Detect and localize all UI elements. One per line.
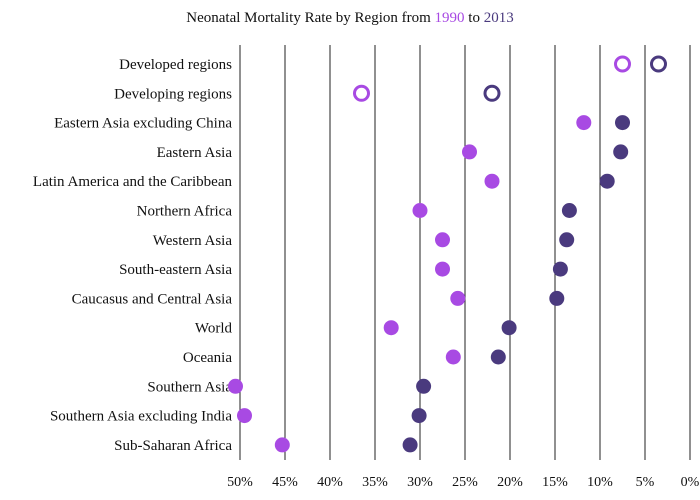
data-points	[228, 55, 667, 453]
x-tick-label: 45%	[272, 475, 298, 490]
point-2013	[615, 115, 630, 131]
category-label: Southern Asia excluding India	[50, 409, 232, 425]
category-labels: Developed regions Developing regions Easte…	[33, 57, 233, 454]
point-2013	[411, 408, 427, 424]
point-2013	[599, 173, 615, 189]
point-1990	[353, 84, 370, 102]
point-1990	[450, 290, 466, 306]
point-2013	[501, 320, 517, 336]
x-tick-label: 5%	[636, 475, 655, 490]
point-1990	[412, 203, 428, 218]
category-label: Eastern Asia excluding China	[54, 116, 232, 132]
category-label: World	[195, 321, 233, 337]
chart-title: Neonatal Mortality Rate by Region from 1…	[0, 10, 700, 27]
x-tick-label: 0%	[681, 475, 700, 490]
point-1990	[576, 115, 592, 131]
x-tick-label: 10%	[587, 475, 613, 490]
point-2013	[483, 84, 501, 102]
point-1990	[237, 408, 252, 424]
category-label: Caucasus and Central Asia	[72, 291, 233, 307]
point-2013	[416, 378, 432, 394]
point-1990	[614, 55, 631, 73]
point-2013	[490, 349, 506, 365]
point-1990	[484, 173, 500, 189]
gridlines	[239, 45, 691, 460]
point-2013	[402, 437, 418, 453]
point-2013	[561, 203, 577, 218]
point-1990	[445, 349, 461, 365]
category-label: Sub-Saharan Africa	[114, 438, 232, 454]
category-label: Developing regions	[114, 86, 232, 102]
x-tick-label: 25%	[452, 475, 478, 490]
point-2013	[549, 290, 565, 306]
point-2013	[650, 55, 667, 73]
title-prefix: Neonatal Mortality Rate by Region from	[186, 10, 431, 26]
category-label: South-eastern Asia	[119, 262, 232, 278]
point-1990	[228, 378, 243, 394]
title-joiner: to	[468, 10, 480, 26]
category-label: Southern Asia	[147, 379, 232, 395]
point-1990	[462, 144, 477, 160]
x-tick-label: 40%	[317, 475, 343, 490]
category-label: Developed regions	[119, 57, 232, 73]
x-tick-label: 35%	[362, 475, 388, 490]
category-label: Northern Africa	[137, 204, 233, 220]
x-tick-label: 30%	[407, 475, 433, 490]
point-1990	[435, 232, 450, 248]
point-1990	[274, 437, 290, 453]
point-2013	[559, 232, 575, 248]
point-1990	[383, 320, 399, 336]
point-2013	[613, 144, 629, 160]
x-tick-labels: 50% 45% 40% 35% 30% 25% 20% 15% 10% 5% 0%	[227, 475, 700, 490]
category-label: Western Asia	[153, 233, 233, 249]
x-tick-label: 50%	[227, 475, 253, 490]
point-1990	[435, 261, 450, 277]
category-label: Oceania	[183, 350, 232, 366]
title-end-year: 2013	[483, 10, 514, 26]
x-tick-label: 20%	[497, 475, 523, 490]
category-label: Eastern Asia	[157, 145, 233, 161]
point-2013	[552, 261, 568, 277]
x-tick-label: 15%	[542, 475, 568, 490]
title-start-year: 1990	[434, 10, 465, 26]
category-label: Latin America and the Caribbean	[33, 174, 233, 190]
